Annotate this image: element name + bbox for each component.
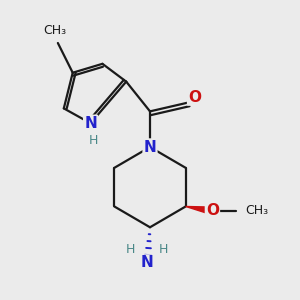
Text: N: N xyxy=(144,140,156,154)
Text: CH₃: CH₃ xyxy=(43,24,67,37)
Text: H: H xyxy=(89,134,98,147)
Text: N: N xyxy=(84,116,97,131)
Text: N: N xyxy=(141,255,153,270)
Text: O: O xyxy=(188,90,201,105)
Text: CH₃: CH₃ xyxy=(245,204,268,218)
Polygon shape xyxy=(186,206,213,215)
Text: H: H xyxy=(126,243,135,256)
Text: O: O xyxy=(206,203,219,218)
Text: H: H xyxy=(159,243,168,256)
